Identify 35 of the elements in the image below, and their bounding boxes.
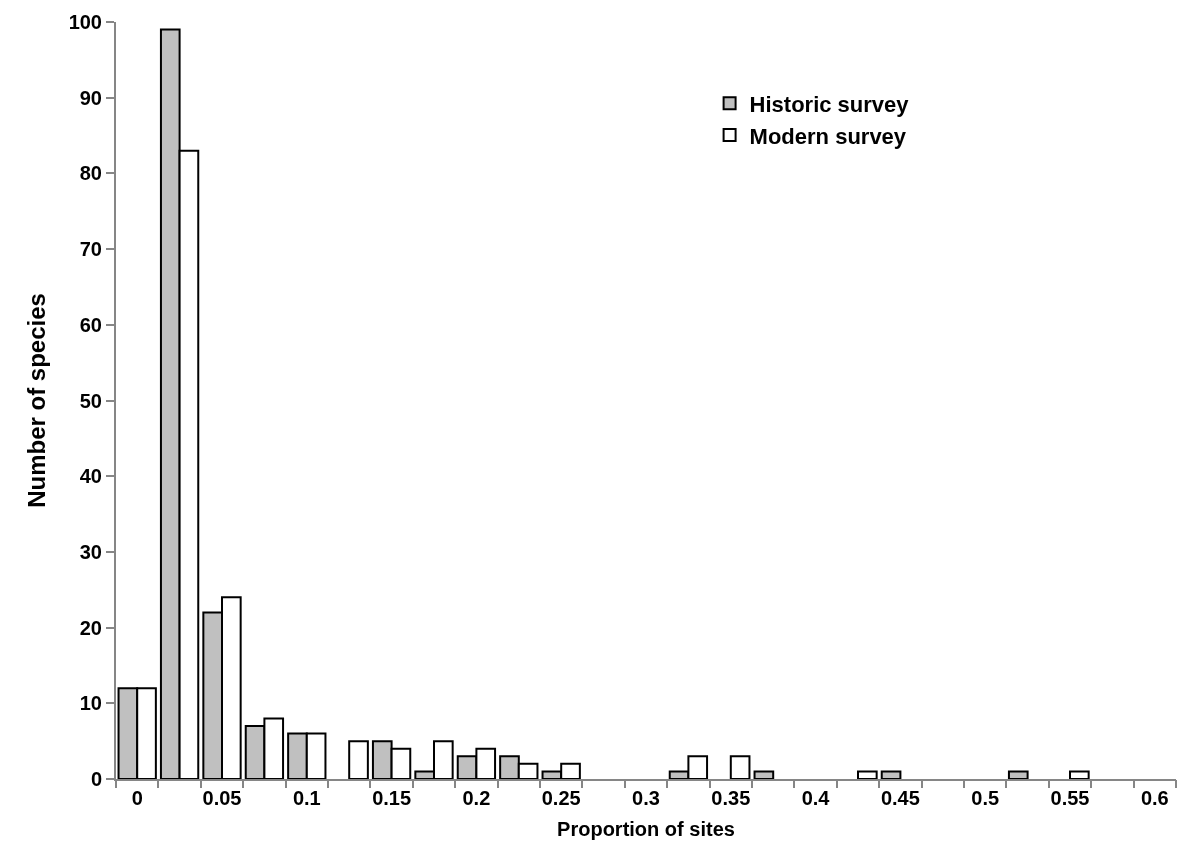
x-tick-label: 0.25 [541,787,581,809]
bar [857,770,878,779]
y-tick-label: 0 [90,768,102,790]
y-tick-label: 10 [79,692,102,715]
y-tick-label: 40 [79,465,102,488]
legend-label: Modern survey [749,123,907,149]
bar [1069,770,1090,779]
x-tick-label: 0.05 [202,787,242,809]
y-tick-label: 80 [79,162,102,185]
x-tick-label: 0.4 [801,787,831,809]
bar [1007,770,1029,779]
x-tick-label: 0.2 [462,787,491,809]
y-tick-label: 100 [68,11,102,33]
x-tick-label: 0.5 [971,787,1000,809]
y-axis-title: Number of species [23,293,51,508]
y-tick-label: 50 [79,389,102,412]
x-axis-title: Proportion of sites [557,818,735,840]
bar [348,740,369,779]
legend-label: Historic survey [749,91,910,117]
y-tick-label: 20 [79,616,102,639]
x-tick-label: 0.35 [711,787,751,809]
bar [729,755,751,779]
x-tick-label: 0.55 [1050,787,1090,809]
y-tick-label: 90 [79,86,102,109]
y-tick-label: 70 [79,238,102,261]
x-tick-label: 0 [131,787,143,809]
y-tick-label: 30 [79,540,102,563]
x-tick-label: 0.45 [880,787,920,809]
y-tick-label: 60 [79,313,102,336]
x-tick-label: 0.1 [292,787,321,809]
x-tick-label: 0.3 [632,787,660,809]
bar [880,770,902,779]
x-tick-label: 0.6 [1140,787,1169,809]
bar [753,770,775,779]
x-tick-label: 0.15 [372,787,412,809]
